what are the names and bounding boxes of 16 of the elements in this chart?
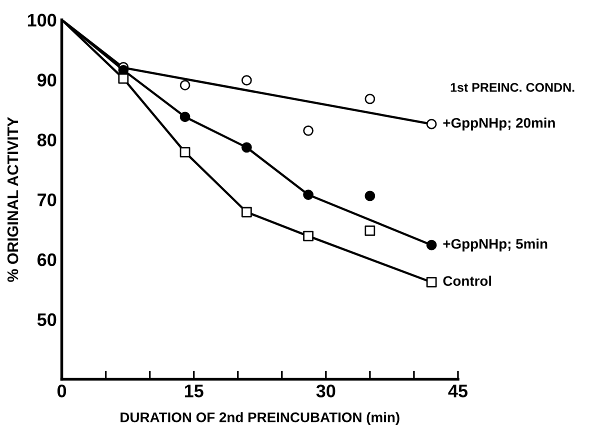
x-tick-label: 0 — [57, 384, 66, 398]
y-tick-label: 60 — [37, 253, 56, 266]
x-tick-label: 45 — [448, 384, 468, 398]
y-tick-label: 90 — [37, 74, 56, 86]
y-tick-label: 50 — [37, 313, 56, 326]
annotation: 1st PREINC. CONDN. — [450, 83, 574, 92]
y-tick-label: 100 — [28, 14, 56, 27]
y-tick-label: 70 — [38, 193, 56, 206]
x-axis-title: DURATION OF 2nd PREINCUBATION (min) — [120, 412, 400, 426]
y-axis-title: % ORIGINAL ACTIVITY — [7, 117, 18, 282]
x-tick-label: 30 — [316, 384, 336, 398]
series-label: +GppNHp; 5min — [443, 238, 548, 252]
series-label: Control — [443, 276, 492, 286]
y-tick-label: 80 — [37, 134, 56, 146]
x-tick-label: 15 — [184, 384, 204, 398]
series-label: +GppNHp; 20min — [443, 118, 555, 131]
